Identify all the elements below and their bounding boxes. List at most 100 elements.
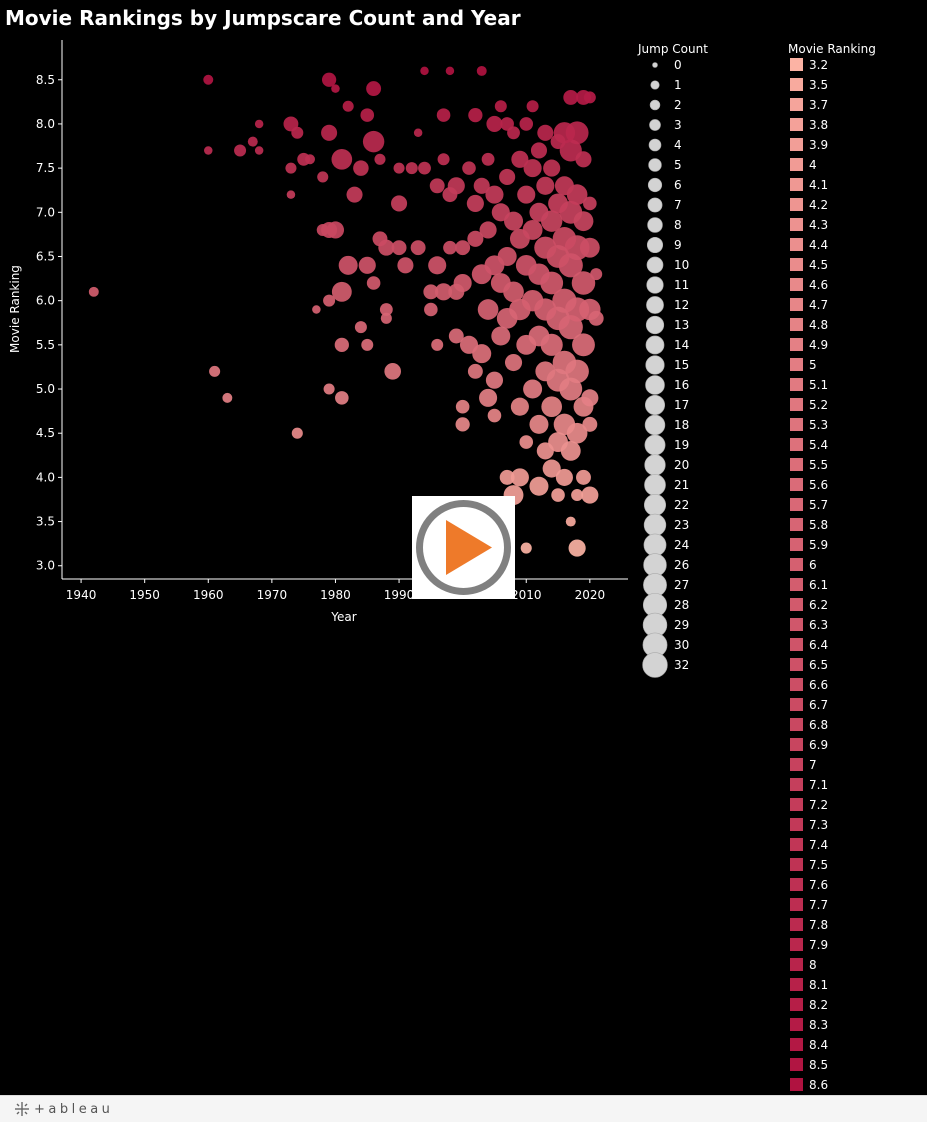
data-point[interactable] bbox=[436, 108, 451, 122]
data-point[interactable] bbox=[485, 185, 504, 204]
data-point[interactable] bbox=[361, 338, 374, 351]
data-point[interactable] bbox=[582, 416, 598, 432]
data-point[interactable] bbox=[548, 193, 568, 214]
data-point[interactable] bbox=[455, 399, 470, 414]
data-point[interactable] bbox=[353, 160, 369, 176]
data-point[interactable] bbox=[467, 363, 483, 379]
data-point[interactable] bbox=[442, 187, 458, 203]
data-point[interactable] bbox=[491, 326, 511, 346]
data-point[interactable] bbox=[576, 469, 591, 485]
tableau-logo[interactable]: +ableau bbox=[14, 1101, 113, 1117]
data-point[interactable] bbox=[448, 328, 464, 344]
data-point[interactable] bbox=[588, 310, 604, 326]
data-point[interactable] bbox=[479, 221, 497, 239]
data-point[interactable] bbox=[563, 89, 579, 105]
data-point[interactable] bbox=[312, 305, 321, 314]
data-point[interactable] bbox=[429, 178, 445, 194]
data-point[interactable] bbox=[486, 115, 503, 132]
data-point[interactable] bbox=[360, 108, 375, 122]
data-point[interactable] bbox=[331, 148, 353, 170]
data-point[interactable] bbox=[459, 335, 479, 354]
data-point[interactable] bbox=[575, 151, 592, 168]
data-point[interactable] bbox=[555, 468, 573, 486]
data-point[interactable] bbox=[579, 237, 600, 258]
data-point[interactable] bbox=[358, 256, 376, 274]
data-point[interactable] bbox=[499, 168, 516, 185]
data-point[interactable] bbox=[342, 100, 354, 112]
data-point[interactable] bbox=[572, 333, 595, 357]
data-point[interactable] bbox=[559, 377, 583, 401]
data-point[interactable] bbox=[291, 427, 303, 439]
data-point[interactable] bbox=[285, 162, 297, 174]
data-point[interactable] bbox=[496, 308, 518, 329]
data-point[interactable] bbox=[526, 100, 539, 113]
data-point[interactable] bbox=[487, 408, 502, 423]
data-point[interactable] bbox=[467, 230, 484, 247]
data-point[interactable] bbox=[473, 177, 490, 194]
data-point[interactable] bbox=[88, 286, 99, 297]
data-point[interactable] bbox=[520, 542, 532, 554]
data-point[interactable] bbox=[565, 516, 576, 527]
data-point[interactable] bbox=[535, 361, 556, 382]
data-point[interactable] bbox=[571, 489, 584, 502]
data-point[interactable] bbox=[551, 488, 565, 502]
data-point[interactable] bbox=[203, 74, 214, 85]
data-point[interactable] bbox=[466, 194, 484, 213]
data-point[interactable] bbox=[477, 299, 499, 320]
data-point[interactable] bbox=[523, 379, 543, 399]
data-point[interactable] bbox=[234, 144, 247, 157]
data-point[interactable] bbox=[448, 283, 465, 300]
data-point[interactable] bbox=[321, 124, 338, 141]
data-point[interactable] bbox=[529, 476, 549, 496]
data-point[interactable] bbox=[254, 119, 264, 129]
data-point[interactable] bbox=[515, 254, 537, 276]
data-point[interactable] bbox=[435, 283, 453, 301]
data-point[interactable] bbox=[511, 150, 529, 168]
data-point[interactable] bbox=[565, 359, 589, 384]
data-point[interactable] bbox=[335, 391, 349, 405]
data-point[interactable] bbox=[423, 284, 439, 300]
data-point[interactable] bbox=[552, 227, 577, 251]
data-point[interactable] bbox=[331, 281, 352, 302]
data-point[interactable] bbox=[499, 469, 515, 485]
data-point[interactable] bbox=[317, 171, 329, 183]
data-point[interactable] bbox=[204, 146, 213, 155]
data-point[interactable] bbox=[583, 91, 596, 104]
data-point[interactable] bbox=[209, 365, 221, 377]
data-point[interactable] bbox=[571, 271, 596, 295]
data-point[interactable] bbox=[305, 154, 315, 165]
data-point[interactable] bbox=[413, 128, 423, 138]
data-point[interactable] bbox=[334, 337, 349, 352]
data-point[interactable] bbox=[479, 388, 498, 407]
data-point[interactable] bbox=[541, 396, 563, 418]
data-point[interactable] bbox=[247, 136, 258, 147]
data-point[interactable] bbox=[581, 389, 599, 407]
data-point[interactable] bbox=[374, 153, 386, 165]
data-point[interactable] bbox=[462, 161, 476, 175]
data-point[interactable] bbox=[573, 211, 594, 232]
data-point[interactable] bbox=[530, 142, 548, 159]
data-point[interactable] bbox=[323, 383, 335, 395]
data-point[interactable] bbox=[497, 246, 517, 266]
data-point[interactable] bbox=[366, 81, 382, 97]
data-point[interactable] bbox=[384, 363, 402, 380]
data-point[interactable] bbox=[590, 268, 603, 281]
data-point[interactable] bbox=[428, 256, 447, 275]
data-point[interactable] bbox=[522, 220, 543, 240]
data-point[interactable] bbox=[510, 468, 529, 487]
data-point[interactable] bbox=[420, 66, 429, 76]
data-point[interactable] bbox=[550, 134, 566, 150]
play-button[interactable] bbox=[412, 496, 515, 599]
data-point[interactable] bbox=[519, 117, 534, 131]
data-point[interactable] bbox=[222, 392, 233, 403]
data-point[interactable] bbox=[316, 223, 329, 236]
data-point[interactable] bbox=[491, 203, 510, 222]
data-point[interactable] bbox=[494, 100, 507, 113]
data-point[interactable] bbox=[397, 257, 414, 274]
data-point[interactable] bbox=[391, 195, 408, 212]
data-point[interactable] bbox=[485, 371, 504, 389]
data-point[interactable] bbox=[581, 486, 599, 504]
data-point[interactable] bbox=[468, 107, 483, 123]
data-point[interactable] bbox=[286, 190, 296, 199]
data-point[interactable] bbox=[481, 152, 495, 166]
